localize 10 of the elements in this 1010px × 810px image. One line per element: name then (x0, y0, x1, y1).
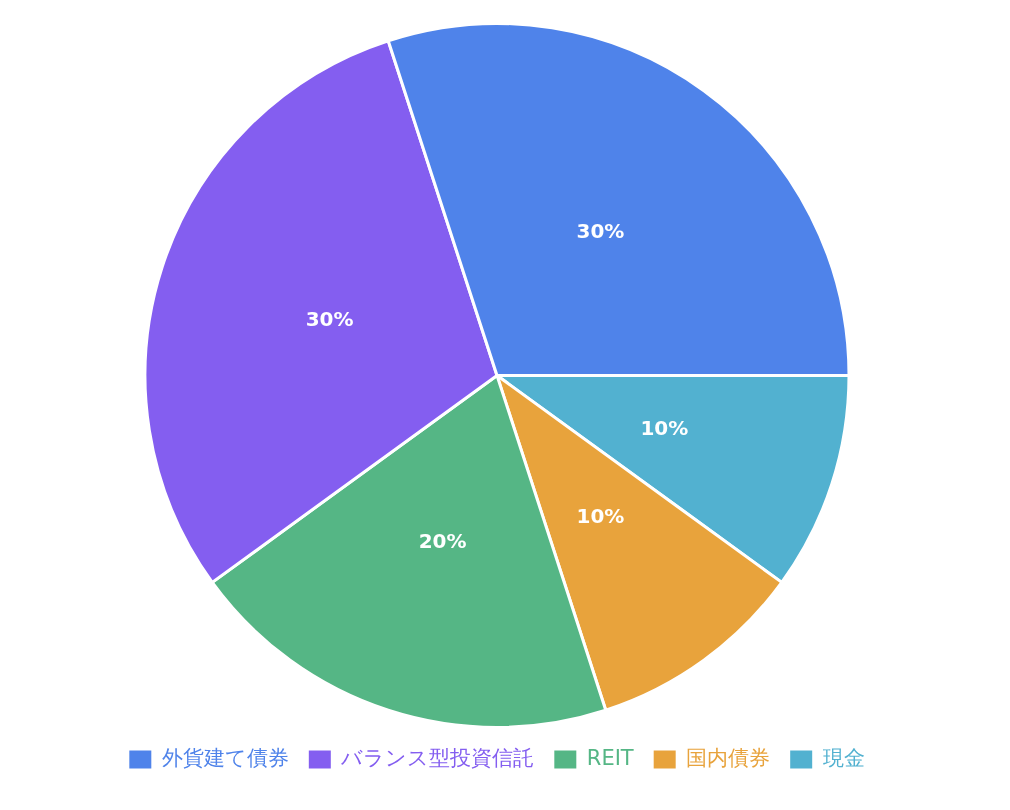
data-label: 10% (640, 416, 689, 441)
legend-label: 外貨建て債券 (161, 745, 289, 770)
legend-label: 国内債券 (686, 745, 771, 770)
legend-label: バランス型投資信託 (340, 745, 535, 770)
data-label: 30% (576, 219, 625, 244)
data-label: 10% (576, 504, 625, 529)
legend-label: 現金 (822, 745, 865, 770)
data-label: 20% (418, 529, 467, 554)
data-label: 30% (305, 307, 354, 332)
legend-label: REIT (586, 745, 634, 770)
